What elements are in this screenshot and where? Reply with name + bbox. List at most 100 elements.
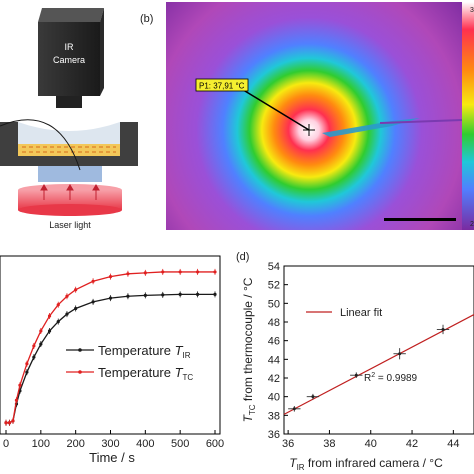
data-point (47, 329, 52, 333)
data-point (65, 294, 69, 298)
r-squared-r: R (364, 373, 371, 384)
plot-c-xtick-label: 0 (3, 438, 9, 450)
marker-label: P1: 37,91 °C (199, 82, 245, 91)
panel-b-tag: (b) (140, 13, 153, 25)
laser-arrows (40, 184, 100, 200)
substrate (38, 166, 102, 182)
data-point (195, 292, 200, 297)
plot-c-xtick-label: 500 (171, 438, 189, 450)
data-point (47, 314, 52, 318)
ir-camera-body (38, 22, 100, 96)
camera-label-line1: IR (65, 42, 75, 52)
camera-label-line2: Camera (53, 55, 85, 65)
data-point (56, 319, 60, 324)
linear-fit-line (283, 314, 474, 415)
data-point (178, 270, 182, 274)
data-point (25, 362, 29, 366)
plot-d-xtick-label: 40 (365, 438, 377, 450)
camera-lens (56, 96, 82, 108)
calibration-point (398, 352, 402, 356)
data-point (32, 355, 36, 359)
xlabel-rest: from infrared camera / °C (305, 456, 444, 470)
data-point (39, 329, 43, 333)
panel-c-temperature-plot: 0 100 200 300 400 500 600 Time / s Temperature… (0, 255, 224, 465)
plot-c-xlabel: Time / s (89, 450, 135, 465)
scale-bar (384, 218, 456, 221)
legend-tir-main: Temperature (98, 343, 175, 358)
camera-top-face (38, 8, 104, 22)
data-point (108, 296, 113, 300)
liquid-meniscus (18, 122, 120, 148)
panel-d-tag: (d) (236, 251, 249, 263)
plot-d-xlabel: TIR from infrared camera / °C (289, 456, 443, 472)
plot-c-xtick-label: 400 (136, 438, 154, 450)
plot-d-ytick-label: 48 (268, 317, 280, 329)
plot-d-ylabel: TTC from thermocouple / °C (241, 277, 257, 422)
data-point (213, 270, 217, 274)
plot-d-ytick-label: 50 (268, 298, 280, 310)
data-point (195, 270, 200, 274)
legend-marker-tir (78, 348, 82, 352)
data-point (74, 288, 78, 292)
laser-bottom (18, 204, 122, 216)
data-point (7, 421, 12, 425)
plot-d-ytick-label: 38 (268, 410, 280, 422)
data-point (32, 344, 36, 348)
data-point (161, 270, 165, 274)
data-point (18, 383, 22, 387)
data-point (25, 370, 29, 374)
plot-c-xtick-label: 300 (101, 438, 119, 450)
data-point (74, 306, 78, 311)
r-squared-sup: 2 (371, 372, 375, 379)
xlabel-main: T (289, 456, 298, 470)
legend-tir-sub: IR (183, 351, 191, 360)
plot-c-legend: Temperature TIR Temperature TTC (66, 343, 193, 382)
plot-d-ytick-label: 36 (268, 429, 280, 441)
data-point (143, 271, 147, 275)
legend-marker-ttc (78, 370, 82, 374)
colorbar (462, 2, 474, 230)
plot-d-xtick-label: 38 (323, 438, 335, 450)
data-point (161, 293, 165, 297)
series-line-tc (6, 271, 215, 424)
legend-entry-ttc: Temperature TTC (98, 365, 193, 382)
plot-c-xtick-label: 100 (32, 438, 50, 450)
light-ray-curve (0, 119, 81, 171)
calibration-point (292, 407, 296, 411)
plot-d-ytick-label: 42 (268, 373, 280, 385)
data-point (143, 293, 147, 297)
marker-leader-line (239, 87, 310, 131)
data-point (91, 300, 95, 304)
legend-entry-tir: Temperature TIR (98, 343, 191, 360)
plot-d-frame (283, 265, 474, 435)
thermal-image (166, 2, 462, 230)
data-point (126, 272, 130, 276)
legend-ttc-main: Temperature (98, 365, 175, 380)
plot-d-ytick-label: 46 (268, 336, 280, 348)
r-squared-annotation: R2 = 0.9989 (364, 372, 418, 384)
plot-d-ytick-label: 40 (268, 392, 280, 404)
legend-ttc-sub: TC (183, 373, 194, 382)
plot-d-xtick-label: 36 (282, 438, 294, 450)
thermocouple-wire-tail (379, 119, 463, 124)
data-point (213, 292, 217, 297)
plot-d-xtick-label: 42 (406, 438, 418, 450)
panel-b-thermal-image: (b) 3 2 P1: 37,91 °C (140, 2, 474, 230)
marker-label-box (195, 78, 249, 92)
calibration-point (441, 327, 445, 331)
plot-d-ytick-label: 52 (268, 280, 280, 292)
ylabel-sub: TC (248, 404, 257, 415)
xlabel-sub: IR (297, 463, 305, 472)
data-point (39, 342, 43, 346)
data-point (4, 421, 8, 425)
data-point (65, 312, 69, 316)
colorbar-bottom-label: 2 (470, 221, 474, 228)
r-squared-value: = 0.9989 (375, 373, 417, 384)
camera-side-face (100, 8, 104, 96)
marker-crosshair (303, 124, 315, 136)
ylabel-main: T (241, 413, 255, 422)
data-point (178, 292, 182, 297)
calibration-point (311, 395, 315, 399)
plot-d-ytick-label: 54 (268, 261, 280, 273)
data-point (11, 419, 15, 423)
